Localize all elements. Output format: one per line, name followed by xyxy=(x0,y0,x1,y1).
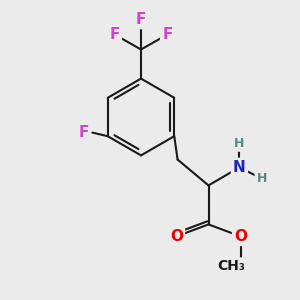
Text: F: F xyxy=(78,125,88,140)
Text: H: H xyxy=(256,172,267,185)
Text: O: O xyxy=(234,229,247,244)
Text: F: F xyxy=(162,27,172,42)
Text: H: H xyxy=(234,137,244,150)
Text: O: O xyxy=(170,229,183,244)
Text: N: N xyxy=(233,160,246,175)
Text: CH₃: CH₃ xyxy=(218,260,245,273)
Text: F: F xyxy=(136,12,146,27)
Text: F: F xyxy=(110,27,120,42)
